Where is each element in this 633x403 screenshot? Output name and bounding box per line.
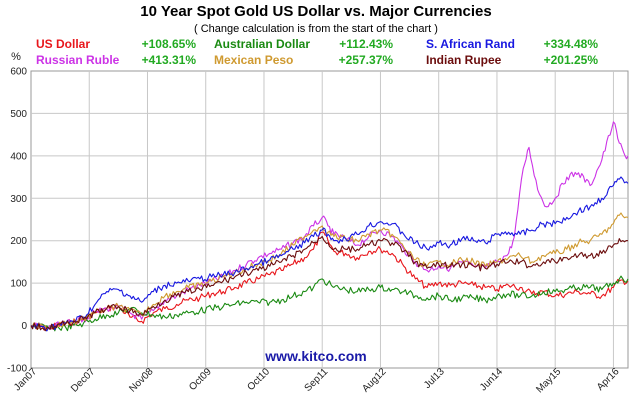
legend-change-s-african-rand: +334.48% — [544, 37, 599, 51]
x-tick-label: Apr16 — [595, 366, 622, 393]
x-tick-label: Jul13 — [422, 366, 447, 391]
y-tick-label: 400 — [10, 151, 27, 162]
y-tick-label: 100 — [10, 279, 27, 290]
series-line-indian-rupee — [30, 235, 629, 332]
plot-border — [30, 70, 629, 369]
y-axis-unit-label: % — [11, 51, 21, 63]
legend-name-russian-ruble: Russian Ruble — [36, 53, 120, 67]
series-line-s-african-rand — [30, 176, 629, 332]
series-line-us-dollar — [30, 231, 629, 331]
y-axis: -100 0 100 200 300 400 500 600 — [7, 67, 27, 375]
legend-name-indian-rupee: Indian Rupee — [426, 53, 502, 67]
series-line-mexican-peso — [30, 212, 629, 331]
legend-name-s-african-rand: S. African Rand — [426, 37, 515, 51]
x-tick-label: Oct10 — [245, 366, 272, 393]
legend-name-us-dollar: US Dollar — [36, 37, 90, 51]
legend-name-australian-dollar: Australian Dollar — [214, 37, 310, 51]
plot-area — [30, 70, 629, 369]
x-tick-label: Jun14 — [478, 366, 505, 393]
legend-change-us-dollar: +108.65% — [142, 37, 197, 51]
x-tick-label: Oct09 — [187, 366, 214, 393]
x-tick-label: Sep11 — [303, 366, 331, 394]
chart-subtitle: ( Change calculation is from the start o… — [194, 23, 438, 35]
legend-name-mexican-peso: Mexican Peso — [214, 53, 293, 67]
y-tick-label: 500 — [10, 109, 27, 120]
y-tick-label: -100 — [7, 364, 27, 375]
x-axis: Jan07 Dec07 Nov08 Oct09 Oct10 Sep11 Aug12 Jul13… — [12, 366, 622, 395]
x-tick-label: Aug12 — [360, 366, 389, 395]
x-tick-label: Dec07 — [69, 366, 98, 395]
x-tick-label: Nov08 — [127, 366, 156, 395]
x-tick-label: May15 — [534, 366, 563, 395]
legend-change-indian-rupee: +201.25% — [544, 53, 599, 67]
y-tick-label: 200 — [10, 236, 27, 247]
y-tick-label: 0 — [21, 321, 27, 332]
chart-title: 10 Year Spot Gold US Dollar vs. Major Cu… — [140, 3, 492, 20]
kitco-watermark: www.kitco.com — [264, 348, 366, 364]
legend-change-mexican-peso: +257.37% — [339, 53, 394, 67]
series-line-australian-dollar — [30, 275, 629, 332]
grid-lines — [31, 71, 628, 368]
legend-change-russian-ruble: +413.31% — [142, 53, 197, 67]
series-group — [30, 121, 629, 332]
legend: US Dollar +108.65% Russian Ruble +413.31% Au… — [36, 37, 598, 67]
legend-change-australian-dollar: +112.43% — [339, 37, 393, 51]
y-tick-label: 300 — [10, 194, 27, 205]
y-tick-label: 600 — [10, 67, 27, 78]
